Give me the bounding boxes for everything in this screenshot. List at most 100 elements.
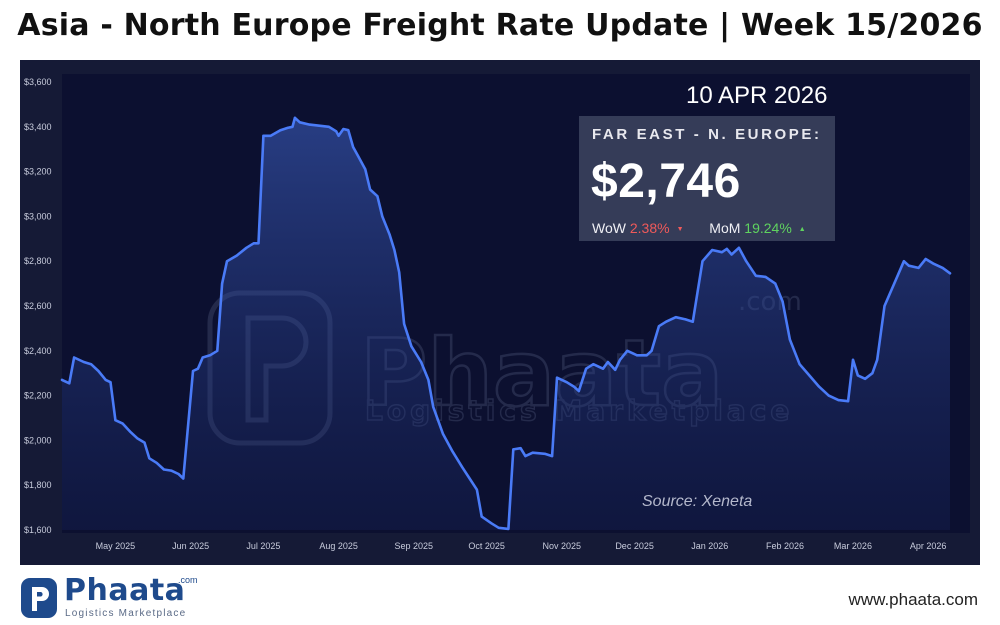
- data-point: [497, 526, 500, 529]
- data-point: [104, 378, 107, 381]
- data-point: [347, 129, 350, 132]
- data-point: [376, 195, 379, 198]
- series-area: [62, 117, 950, 531]
- triangle-up-icon: ▲: [798, 226, 806, 233]
- data-point: [335, 130, 338, 133]
- data-point: [177, 472, 180, 476]
- data-point: [725, 247, 728, 250]
- source-label: Source: Xeneta: [642, 493, 753, 510]
- x-tick-label: Jan 2026: [691, 541, 728, 551]
- data-point: [191, 369, 195, 373]
- data-point: [614, 368, 617, 371]
- data-point: [388, 233, 391, 236]
- mom-value: 19.24%: [744, 220, 792, 236]
- data-point: [924, 257, 927, 261]
- data-point: [432, 405, 435, 408]
- data-point: [381, 215, 384, 218]
- data-point: [798, 363, 801, 366]
- data-point: [684, 318, 687, 321]
- y-tick-label: $1,800: [24, 480, 52, 490]
- data-point: [606, 360, 610, 364]
- data-point: [90, 363, 93, 366]
- y-tick-label: $3,000: [24, 211, 52, 221]
- data-point: [948, 272, 952, 275]
- data-point: [871, 372, 874, 375]
- y-tick-label: $2,000: [24, 435, 52, 445]
- data-point: [136, 437, 139, 440]
- x-tick-label: Feb 2026: [766, 541, 804, 551]
- data-point: [393, 248, 396, 252]
- x-tick-label: Jul 2025: [246, 541, 280, 551]
- data-point: [97, 369, 100, 373]
- data-point: [519, 447, 522, 450]
- x-tick-label: Mar 2026: [834, 541, 872, 551]
- website-link[interactable]: www.phaata.com: [848, 590, 978, 609]
- data-point: [808, 374, 811, 377]
- data-point: [369, 188, 372, 191]
- x-tick-label: Dec 2025: [615, 541, 654, 551]
- data-point: [543, 452, 546, 455]
- data-point: [68, 382, 71, 385]
- data-point: [837, 399, 840, 402]
- y-tick-label: $3,200: [24, 167, 52, 177]
- data-point: [475, 488, 478, 491]
- x-tick-label: Aug 2025: [319, 541, 358, 551]
- phaata-logo: Phaata .com Logistics Marketplace: [20, 573, 210, 621]
- data-point: [356, 154, 360, 157]
- data-point: [720, 251, 724, 254]
- data-point: [352, 145, 355, 149]
- logo-name: Phaata: [64, 573, 186, 608]
- data-point: [626, 349, 629, 352]
- data-point: [208, 354, 212, 357]
- data-point: [907, 264, 910, 267]
- y-tick-label: $3,600: [24, 77, 52, 87]
- logo-tld: .com: [178, 575, 198, 585]
- data-point: [893, 282, 896, 285]
- wow-label: WoW: [592, 220, 626, 236]
- data-point: [420, 360, 423, 364]
- data-point: [754, 274, 758, 277]
- data-point: [618, 358, 622, 361]
- x-tick-label: Apr 2026: [910, 541, 947, 551]
- x-tick-label: Oct 2025: [468, 541, 505, 551]
- data-point: [585, 367, 588, 370]
- data-point: [851, 358, 855, 361]
- data-point: [864, 377, 867, 380]
- data-point: [480, 515, 483, 518]
- y-tick-label: $2,600: [24, 301, 52, 311]
- data-point: [512, 448, 515, 451]
- data-point: [817, 385, 821, 388]
- mom-label: MoM: [709, 220, 741, 236]
- data-point: [221, 282, 224, 285]
- series-line: [60, 116, 952, 531]
- data-point: [551, 455, 554, 458]
- data-point: [572, 385, 576, 388]
- data-point: [121, 422, 124, 425]
- data-point: [182, 477, 185, 480]
- date-label: 10 APR 2026: [686, 82, 828, 109]
- data-point: [286, 126, 289, 129]
- data-point: [342, 127, 345, 131]
- data-point: [468, 477, 471, 480]
- data-point: [764, 275, 767, 278]
- data-point: [327, 125, 330, 128]
- data-point: [941, 266, 944, 269]
- rate-summary-card: FAR EAST - N. EUROPE: $2,746 WoW 2.38% ▼ …: [579, 116, 835, 241]
- data-point: [856, 374, 859, 377]
- data-point: [293, 116, 296, 119]
- data-point: [257, 242, 260, 245]
- data-point: [524, 455, 527, 458]
- data-point: [148, 457, 151, 460]
- current-price: $2,746: [591, 155, 741, 208]
- data-point: [507, 527, 510, 530]
- data-point: [577, 390, 580, 393]
- data-point: [730, 253, 733, 256]
- data-point: [701, 260, 704, 263]
- data-point: [235, 254, 238, 257]
- data-point: [737, 246, 741, 249]
- data-point: [441, 432, 444, 435]
- data-point: [298, 121, 301, 124]
- data-point: [143, 441, 146, 444]
- data-point: [128, 430, 131, 433]
